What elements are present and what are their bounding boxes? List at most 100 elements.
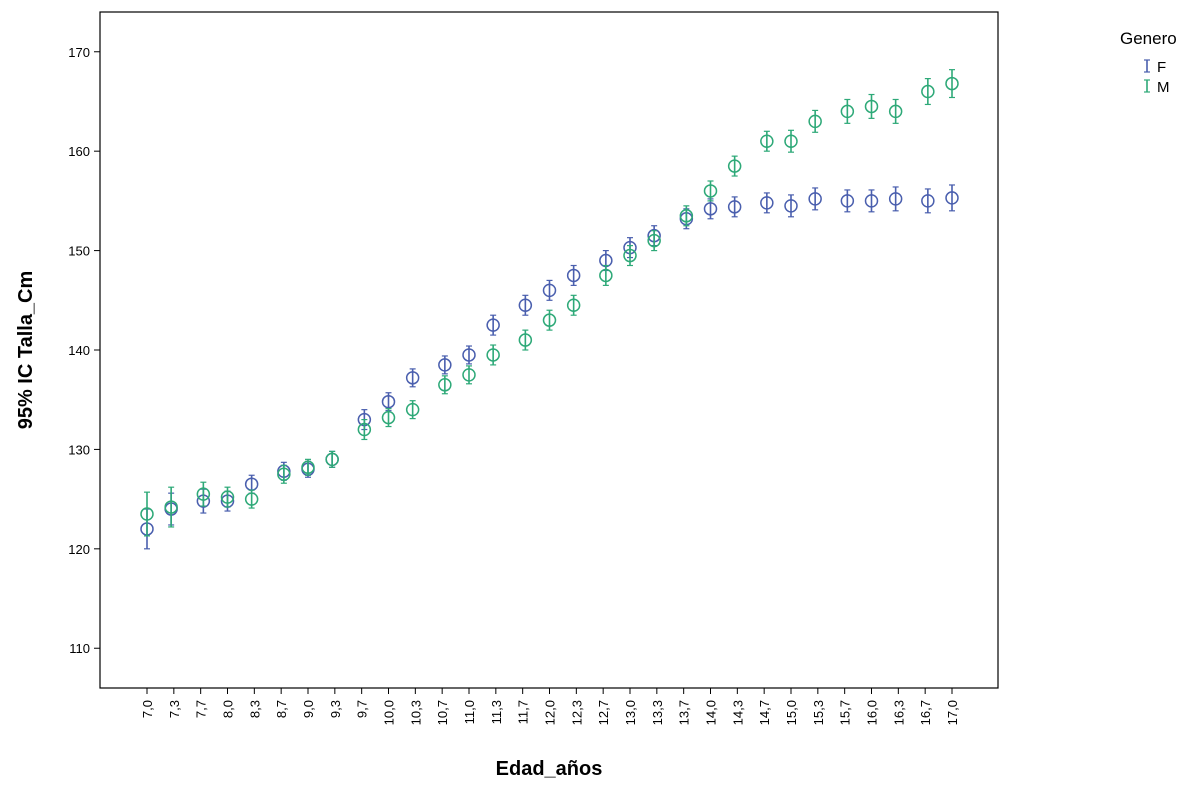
mean-point-M bbox=[244, 492, 259, 506]
y-tick-label: 110 bbox=[69, 641, 90, 656]
mean-point-M bbox=[647, 233, 661, 248]
mean-point-F bbox=[808, 192, 822, 206]
mean-point-M bbox=[462, 368, 476, 382]
mean-point-M bbox=[301, 460, 315, 475]
x-tick-label: 7,3 bbox=[167, 700, 182, 718]
x-tick-label: 15,0 bbox=[784, 700, 799, 725]
mean-point-M bbox=[325, 452, 339, 467]
x-tick-label: 15,3 bbox=[811, 700, 826, 725]
y-tick-label: 150 bbox=[68, 244, 90, 259]
mean-point-M bbox=[727, 159, 742, 173]
x-tick-label: 9,7 bbox=[355, 700, 370, 718]
mean-point-M bbox=[760, 134, 774, 148]
chart-marks bbox=[140, 69, 959, 550]
mean-point-M bbox=[808, 114, 822, 129]
x-tick-label: 10,0 bbox=[382, 700, 397, 725]
mean-point-M bbox=[542, 313, 557, 327]
mean-point-F bbox=[864, 194, 879, 208]
y-tick-label: 130 bbox=[68, 442, 90, 457]
x-tick-label: 14,3 bbox=[730, 700, 745, 725]
y-axis: 110 120 130 140 150 160 170 bbox=[68, 45, 100, 656]
mean-point-M bbox=[784, 134, 798, 148]
mean-point-M bbox=[277, 467, 291, 482]
mean-point-M bbox=[623, 248, 637, 263]
x-tick-label: 7,0 bbox=[140, 700, 155, 718]
x-tick-label: 17,0 bbox=[945, 700, 960, 725]
mean-point-M bbox=[357, 422, 372, 437]
mean-point-M bbox=[381, 410, 396, 425]
mean-point-M bbox=[220, 490, 235, 504]
mean-point-F bbox=[566, 268, 581, 283]
y-tick-label: 140 bbox=[68, 343, 90, 358]
x-tick-label: 8,0 bbox=[221, 700, 236, 718]
mean-point-F bbox=[405, 371, 420, 385]
x-tick-label: 11,3 bbox=[489, 700, 504, 724]
mean-point-F bbox=[486, 318, 500, 332]
mean-point-F bbox=[727, 200, 742, 214]
mean-point-M bbox=[679, 209, 694, 223]
x-axis: 7,0 7,3 7,7 8,0 8,3 8,7 9,0 9,3 9,7 10,0 10,3 10,7 1… bbox=[140, 688, 960, 725]
x-tick-label: 8,3 bbox=[247, 700, 262, 718]
legend-item-F: F bbox=[1144, 59, 1166, 76]
mean-point-M bbox=[840, 104, 855, 119]
mean-point-F bbox=[518, 298, 533, 313]
x-tick-label: 10,3 bbox=[408, 700, 423, 725]
mean-point-F bbox=[840, 194, 855, 208]
series-M bbox=[140, 69, 959, 537]
mean-point-M bbox=[864, 99, 879, 114]
mean-point-F bbox=[784, 199, 798, 213]
mean-point-M bbox=[945, 76, 959, 91]
legend-items: FM bbox=[1144, 59, 1170, 96]
mean-point-M bbox=[888, 104, 903, 119]
plot-frame bbox=[99, 11, 999, 689]
x-tick-label: 16,3 bbox=[891, 700, 906, 725]
x-tick-label: 14,7 bbox=[757, 700, 772, 725]
y-tick-label: 160 bbox=[68, 144, 90, 159]
x-tick-label: 9,3 bbox=[328, 700, 343, 718]
x-tick-label: 15,7 bbox=[838, 700, 853, 725]
x-tick-label: 13,7 bbox=[677, 700, 692, 725]
legend-title: Genero bbox=[1120, 29, 1177, 48]
y-axis-label: 95% IC Talla_Cm bbox=[15, 271, 37, 430]
x-tick-label: 9,0 bbox=[301, 700, 316, 718]
x-tick-label: 12,0 bbox=[543, 700, 558, 725]
mean-point-F bbox=[438, 358, 452, 372]
x-tick-label: 13,3 bbox=[650, 700, 665, 725]
mean-point-M bbox=[486, 348, 500, 362]
mean-point-M bbox=[164, 500, 178, 514]
mean-point-M bbox=[599, 268, 613, 283]
mean-point-F bbox=[542, 283, 557, 298]
mean-point-M bbox=[405, 402, 420, 417]
mean-point-F bbox=[381, 394, 396, 409]
x-tick-label: 13,0 bbox=[623, 700, 638, 725]
x-tick-label: 14,0 bbox=[704, 700, 719, 725]
legend-label: M bbox=[1157, 79, 1170, 96]
x-tick-label: 12,7 bbox=[596, 700, 611, 725]
mean-point-F bbox=[921, 194, 935, 208]
mean-point-F bbox=[703, 202, 718, 216]
x-axis-label: Edad_años bbox=[496, 758, 603, 780]
x-tick-label: 11,0 bbox=[462, 700, 477, 724]
y-tick-label: 170 bbox=[68, 45, 90, 60]
mean-point-M bbox=[438, 378, 452, 392]
mean-point-M bbox=[518, 333, 533, 347]
mean-point-F bbox=[888, 192, 903, 206]
x-tick-label: 11,7 bbox=[516, 700, 531, 724]
x-tick-label: 10,7 bbox=[435, 700, 450, 725]
legend-item-M: M bbox=[1144, 79, 1170, 96]
legend: Genero FM bbox=[1120, 29, 1177, 96]
x-tick-label: 12,3 bbox=[569, 700, 584, 725]
mean-point-M bbox=[566, 298, 581, 313]
x-tick-label: 7,7 bbox=[194, 700, 209, 718]
x-tick-label: 8,7 bbox=[274, 700, 289, 718]
mean-point-F bbox=[760, 196, 774, 210]
mean-point-M bbox=[703, 184, 718, 198]
mean-point-M bbox=[196, 487, 211, 501]
mean-point-M bbox=[140, 507, 154, 521]
legend-label: F bbox=[1157, 59, 1166, 76]
x-tick-label: 16,0 bbox=[865, 700, 880, 725]
mean-point-F bbox=[462, 348, 476, 362]
x-tick-label: 16,7 bbox=[918, 700, 933, 725]
